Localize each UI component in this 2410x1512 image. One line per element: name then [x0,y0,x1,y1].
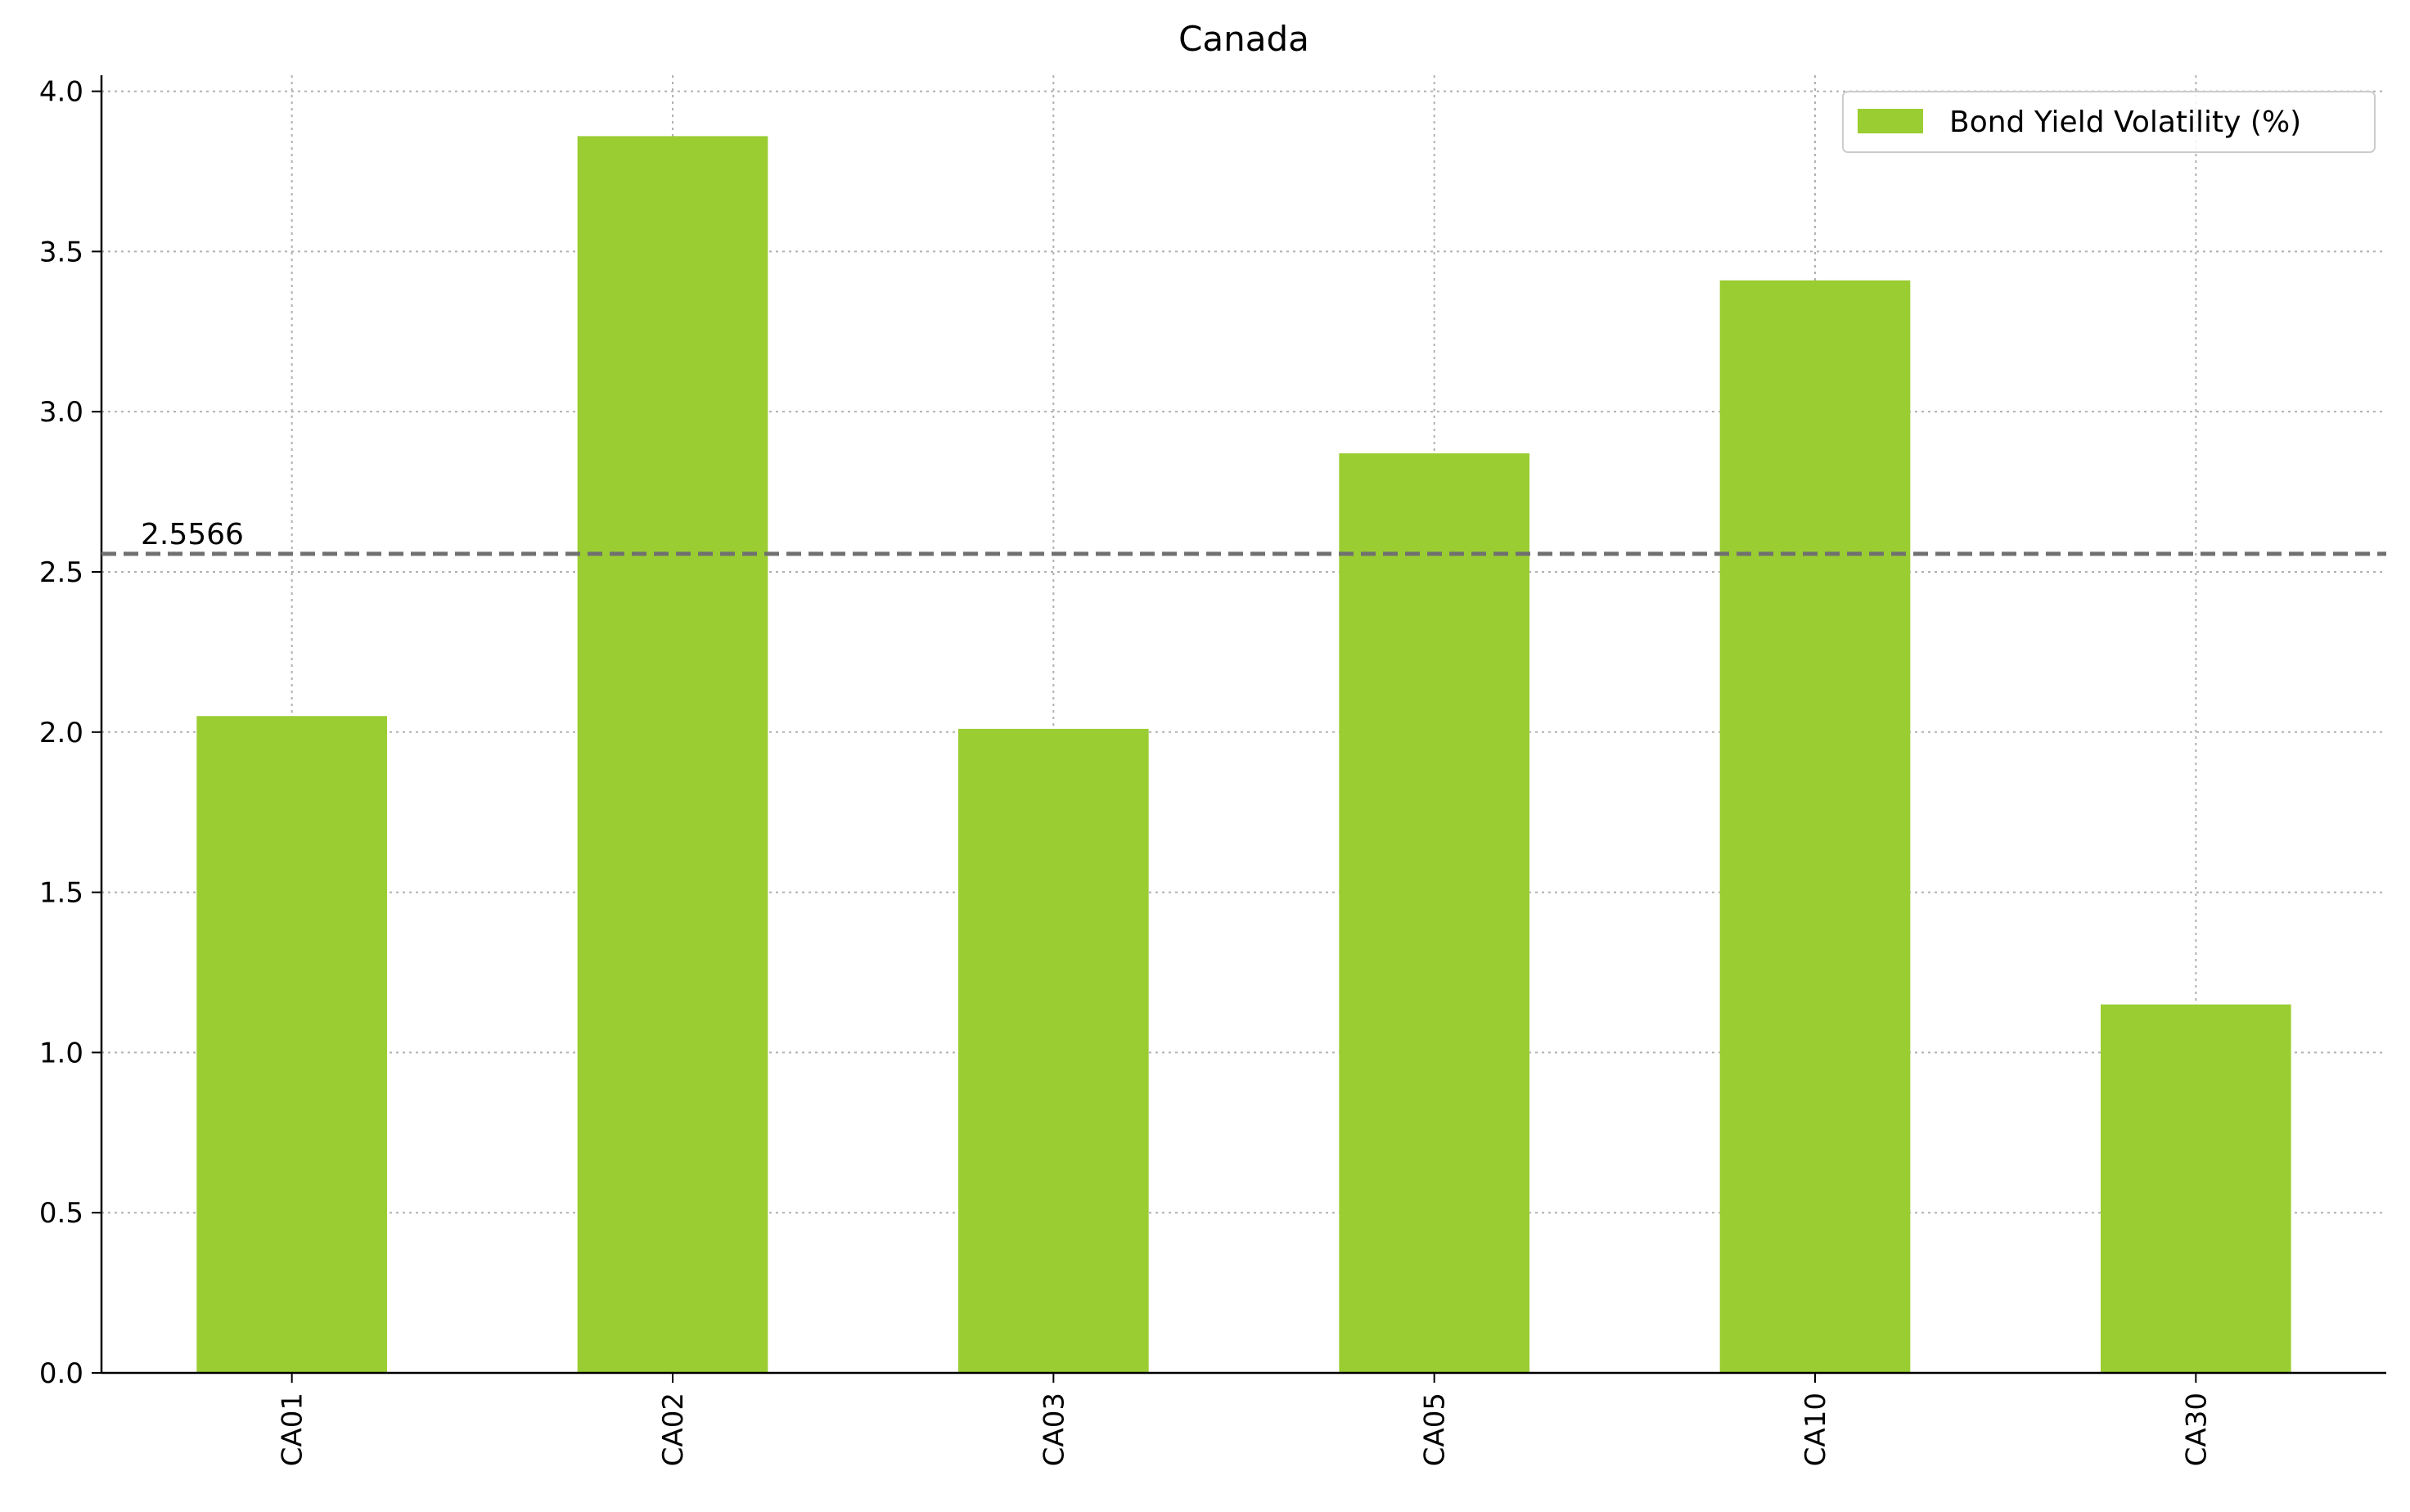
y-tick-label: 1.0 [39,1037,83,1069]
legend: Bond Yield Volatility (%) [1842,91,2376,153]
y-tick-label: 4.0 [39,76,83,109]
y-tick-label: 3.5 [39,236,83,268]
axes: 0.0 0.5 1.0 1.5 2.0 2.5 3.0 3.5 4.0 CA01 CA02 CA03 C… [39,75,2386,1466]
bar-ca01 [196,716,387,1373]
chart-title: Canada [1178,19,1309,59]
legend-swatch [1858,109,1923,133]
y-tick-label: 2.0 [39,717,83,749]
x-tick-label: CA05 [1419,1393,1452,1466]
bars [196,136,2291,1374]
legend-label: Bond Yield Volatility (%) [1949,106,2301,139]
bar-ca03 [958,728,1149,1373]
y-tick-label: 0.5 [39,1197,83,1230]
y-tick-label: 0.0 [39,1357,83,1390]
y-tick-label: 1.5 [39,877,83,910]
bar-ca10 [1719,280,1911,1373]
x-tick-label: CA30 [2180,1393,2213,1466]
x-tick-label: CA03 [1038,1393,1070,1466]
grid-lines [101,75,2386,1374]
y-tick-label: 3.0 [39,396,83,429]
reference-line-group: 2.5566 [101,518,2386,556]
y-tick-label: 2.5 [39,556,83,589]
bar-ca30 [2101,1004,2291,1373]
x-tick-label: CA02 [657,1393,690,1466]
legend-frame [1842,91,2376,153]
bar-ca05 [1339,453,1529,1374]
reference-line-label: 2.5566 [141,518,244,551]
x-tick-label: CA01 [277,1393,309,1466]
x-tick-label: CA10 [1800,1393,1832,1466]
bar-ca02 [577,136,768,1374]
